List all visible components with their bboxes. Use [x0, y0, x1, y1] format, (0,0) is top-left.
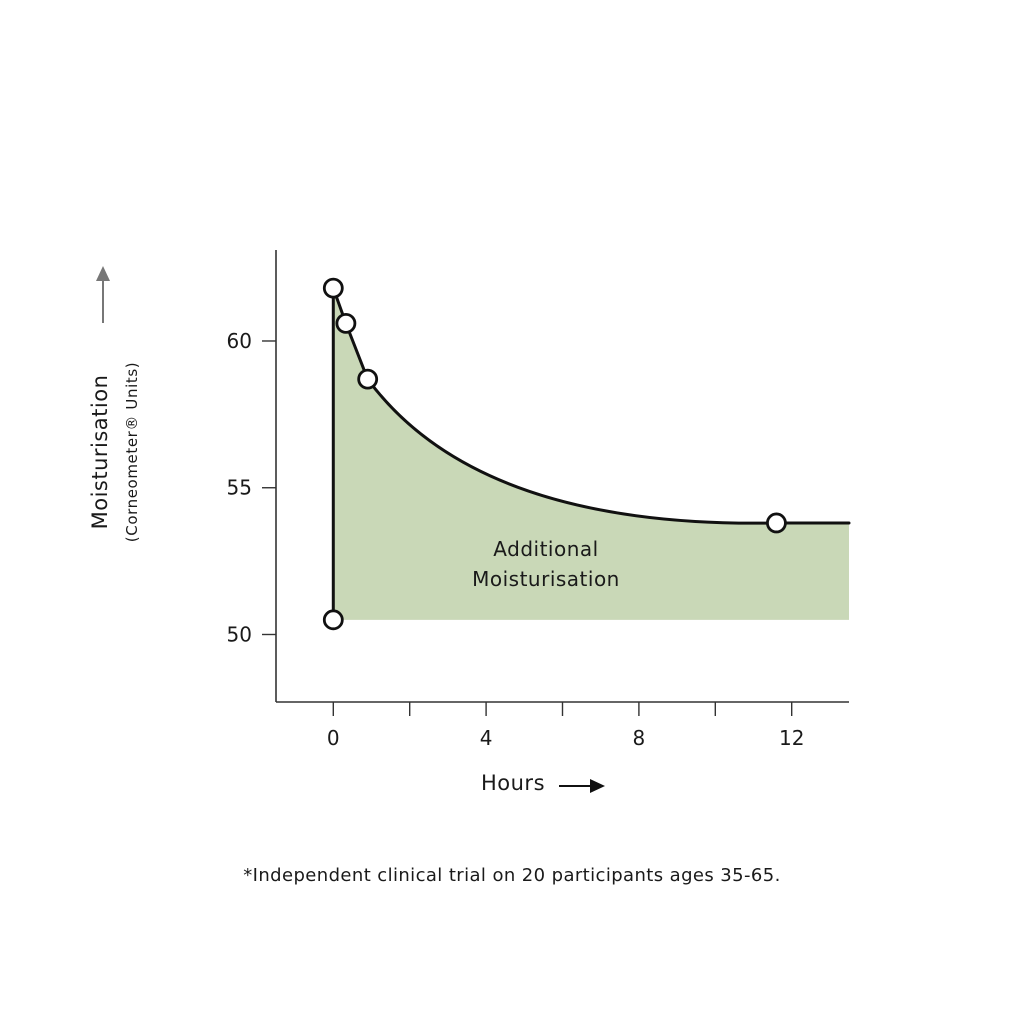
y-tick-label: 55: [227, 476, 252, 500]
area-label-line-1: Additional: [493, 537, 598, 561]
data-markers: [322, 277, 787, 631]
additional-moisturisation-area: [333, 288, 849, 620]
y-axis-title: Moisturisation: [88, 375, 112, 530]
x-ticks: 0 4 8 12: [327, 702, 804, 750]
y-tick-label: 60: [227, 329, 252, 353]
x-tick-label: 8: [633, 726, 646, 750]
y-axis-subtitle: (Corneometer® Units): [123, 362, 141, 542]
data-point-marker: [766, 512, 787, 534]
baseline-point-marker: [322, 609, 344, 631]
data-point-marker: [357, 368, 379, 390]
x-tick-label: 4: [480, 726, 493, 750]
moisturisation-curve: [331, 286, 851, 525]
x-tick-label: 12: [779, 726, 804, 750]
y-ticks: 50 55 60: [227, 329, 276, 646]
data-point-marker: [335, 312, 357, 334]
x-axis-title: Hours: [481, 771, 545, 795]
y-axis-arrow-icon: [96, 266, 110, 323]
x-tick-label: 0: [327, 726, 340, 750]
footnote: *Independent clinical trial on 20 partic…: [243, 865, 780, 886]
data-point-marker: [322, 277, 344, 299]
y-tick-label: 50: [227, 622, 252, 646]
area-label-line-2: Moisturisation: [472, 567, 620, 591]
x-axis-arrow-icon: [559, 779, 605, 793]
